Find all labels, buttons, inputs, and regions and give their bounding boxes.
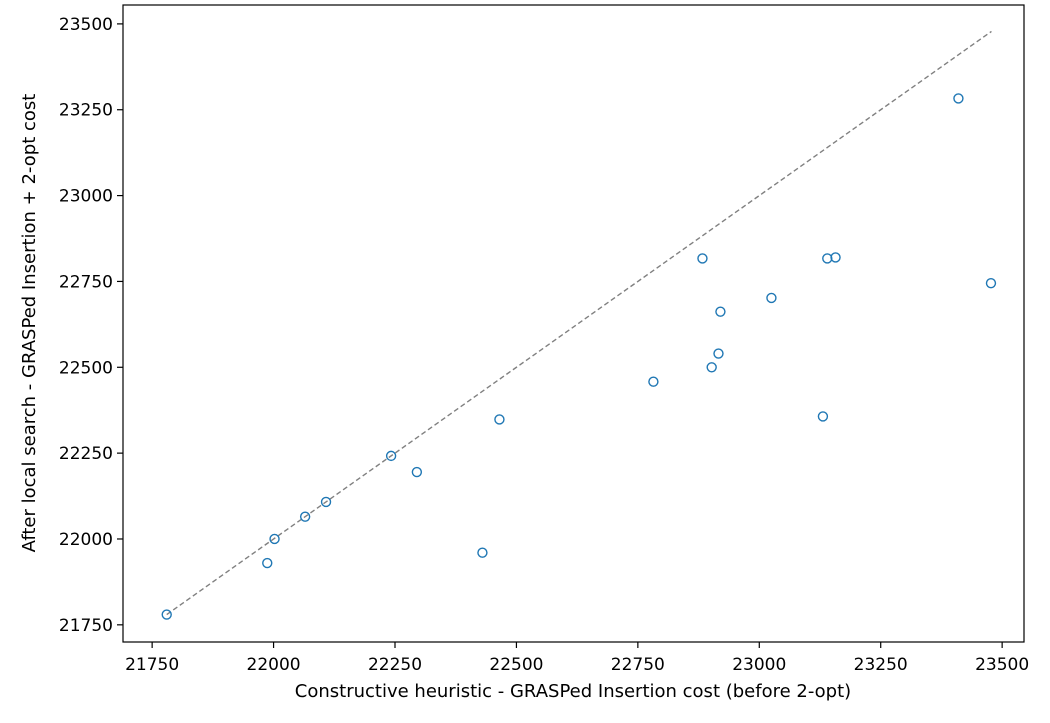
data-point [985,277,997,289]
x-tick-label: 23500 [975,655,1029,675]
data-point [713,348,724,359]
x-axis: 21750 22000 22250 22500 22750 23000 23250 23500 [125,642,1029,675]
x-tick-label: 22250 [368,655,422,675]
data-point [953,93,964,104]
data-point [830,252,841,263]
data-point [477,547,488,558]
plot-frame [122,4,1025,643]
data-points [161,93,997,620]
y-tick-label: 22500 [59,358,113,378]
y-tick-label: 23250 [59,101,113,121]
y-tick-label: 23000 [59,187,113,207]
data-point [715,306,726,317]
data-point [385,450,397,462]
reference-line [166,30,992,616]
y-tick-label: 22750 [59,272,113,292]
y-axis-label: After local search - GRASPed Insertion +… [19,94,40,553]
y-axis: 21750 22000 22250 22500 22750 23000 23250 23500 [59,15,123,636]
x-axis-label: Constructive heuristic - GRASPed Inserti… [295,681,851,702]
x-tick-label: 23250 [854,655,908,675]
y-tick-label: 22000 [59,530,113,550]
data-point [411,466,423,478]
y-tick-label: 23500 [59,15,113,35]
data-point [494,414,505,425]
data-point [320,496,332,508]
x-tick-label: 22750 [611,655,665,675]
data-point [648,376,659,387]
data-point [161,609,172,620]
data-point [766,292,777,304]
x-tick-label: 22500 [489,655,543,675]
x-tick-label: 23000 [732,655,786,675]
data-point [697,253,708,264]
data-point [822,253,833,264]
y-tick-label: 21750 [59,616,113,636]
data-point [269,533,280,545]
x-tick-label: 21750 [125,655,179,675]
data-point [262,557,273,569]
x-tick-label: 22000 [247,655,301,675]
data-point [706,362,717,373]
data-point [299,511,311,522]
data-point [817,411,829,422]
y-tick-label: 22250 [59,444,113,464]
